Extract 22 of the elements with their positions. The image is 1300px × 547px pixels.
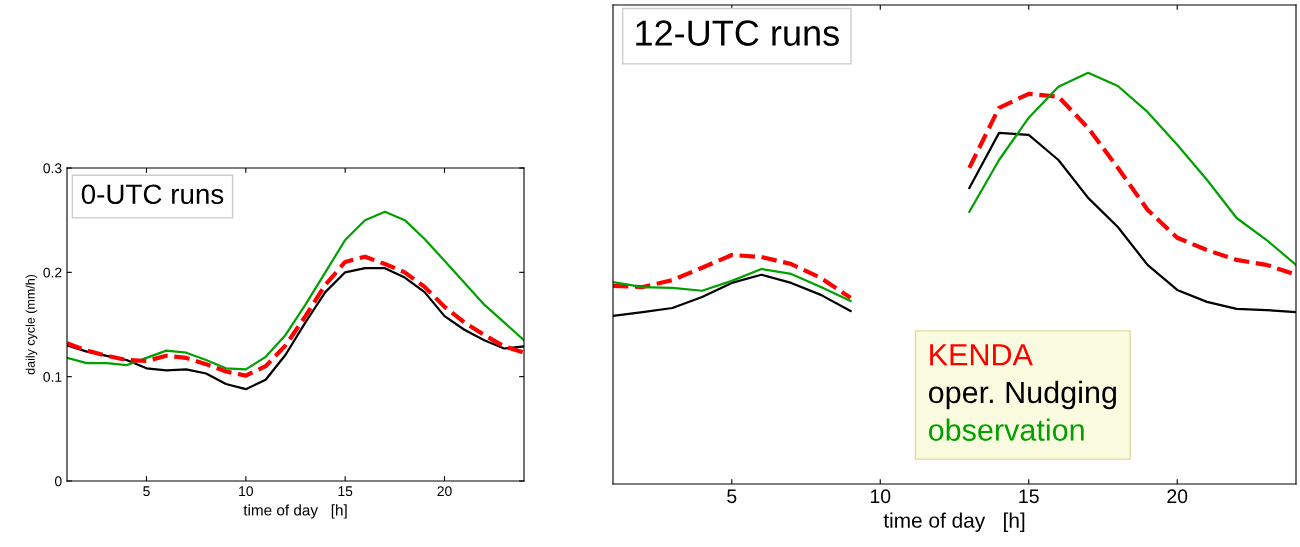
- x-tick-label: 10: [870, 489, 891, 504]
- x-axis-title: time of day [h]: [243, 504, 347, 519]
- y-tick-label: 0.2: [43, 267, 62, 278]
- x-tick-label: 20: [1167, 489, 1188, 504]
- y-tick-label: 0.1: [43, 372, 62, 382]
- y-tick-label: 0.3: [43, 163, 62, 174]
- text: observation: [928, 418, 1084, 441]
- chart-title: 12-UTC runs: [636, 20, 839, 46]
- x-axis-title: time of day [h]: [883, 512, 1025, 532]
- x-tick-label: 10: [239, 486, 254, 497]
- y-tick-label: 0: [54, 476, 62, 487]
- x-tick-label: 15: [338, 486, 353, 497]
- x-tick-label: 5: [727, 489, 737, 504]
- line-series: [67, 210, 524, 371]
- x-tick-label: 5: [143, 486, 150, 497]
- x-tick-label: 15: [1019, 489, 1039, 504]
- x-tick-label: 20: [437, 486, 452, 497]
- line-series: [67, 254, 524, 378]
- text: KENDA: [930, 344, 1033, 366]
- chart-title: 0-UTC runs: [81, 184, 224, 205]
- y-axis-title: daily cycle (mm/h): [25, 274, 38, 375]
- text: oper. Nudging: [928, 380, 1116, 410]
